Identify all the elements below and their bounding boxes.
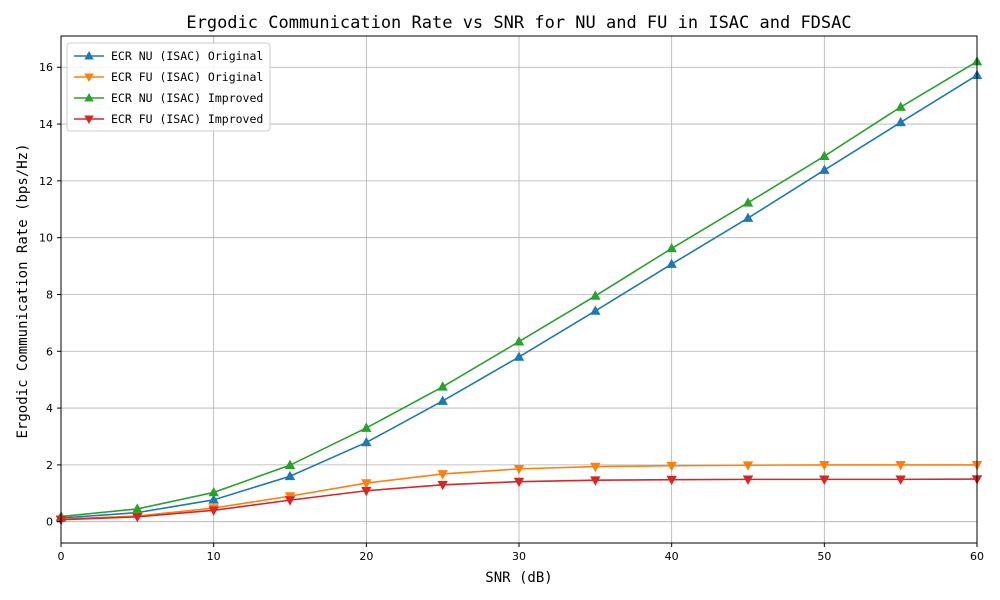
- x-tick-label: 30: [512, 550, 526, 563]
- data-point: [208, 494, 219, 504]
- data-point: [437, 381, 448, 391]
- x-tick-label: 0: [58, 550, 65, 563]
- axis-ticks: 0 10 20 30 40 50 60 0 2 4 6 8 10 12 14 16: [39, 61, 984, 563]
- data-point: [895, 475, 906, 485]
- data-point: [284, 459, 296, 470]
- data-point: [895, 101, 906, 111]
- data-point: [742, 475, 754, 485]
- data-point: [361, 479, 372, 489]
- data-point: [84, 51, 94, 60]
- y-tick-label: 12: [39, 175, 53, 188]
- data-point: [590, 476, 601, 486]
- data-point: [742, 212, 754, 222]
- data-point: [284, 496, 296, 506]
- y-tick-label: 8: [46, 288, 53, 301]
- data-point: [513, 477, 525, 488]
- x-tick-label: 20: [359, 550, 373, 563]
- data-point: [819, 150, 830, 160]
- data-point: [895, 461, 906, 471]
- grid: [60, 36, 978, 543]
- y-axis-label: Ergodic Communication Rate (bps/Hz): [15, 143, 31, 438]
- data-point: [208, 506, 219, 516]
- y-tick-label: 2: [46, 459, 53, 472]
- legend-label: ECR NU (ISAC) Improved: [111, 91, 263, 105]
- x-tick-label: 10: [207, 550, 221, 563]
- legend: ECR NU (ISAC) Original ECR FU (ISAC) Orig…: [66, 42, 271, 132]
- legend-label: ECR NU (ISAC) Original: [111, 49, 263, 63]
- x-tick-label: 40: [665, 550, 679, 563]
- legend-item: ECR FU (ISAC) Original: [74, 70, 263, 84]
- data-point: [590, 290, 601, 300]
- legend-item: ECR NU (ISAC) Improved: [74, 91, 263, 105]
- data-point: [895, 116, 906, 127]
- data-point: [132, 513, 143, 523]
- x-tick-label: 50: [817, 550, 831, 563]
- x-axis-label: SNR (dB): [485, 570, 552, 586]
- series-layer: [55, 56, 983, 526]
- data-point: [666, 461, 677, 472]
- data-point: [84, 73, 94, 82]
- data-point: [208, 486, 219, 497]
- legend-label: ECR FU (ISAC) Improved: [111, 112, 263, 126]
- data-point: [84, 115, 94, 124]
- y-tick-label: 4: [46, 402, 53, 415]
- data-point: [132, 503, 143, 513]
- data-point: [666, 258, 677, 268]
- data-point: [742, 197, 754, 207]
- data-point: [819, 164, 830, 174]
- data-point: [513, 351, 525, 361]
- data-point: [437, 470, 448, 480]
- legend-label: ECR FU (ISAC) Original: [111, 70, 263, 84]
- series-4: [55, 475, 983, 526]
- data-point: [590, 462, 601, 473]
- legend-box: [66, 42, 271, 132]
- data-point: [742, 461, 754, 471]
- y-tick-label: 6: [46, 345, 53, 358]
- data-point: [361, 436, 372, 447]
- legend-item: ECR NU (ISAC) Original: [74, 49, 263, 63]
- data-point: [819, 475, 830, 485]
- data-point: [284, 470, 296, 481]
- y-tick-label: 10: [39, 232, 53, 245]
- data-point: [361, 422, 372, 432]
- data-point: [361, 486, 372, 497]
- data-point: [819, 461, 830, 471]
- data-point: [437, 395, 448, 405]
- data-point: [437, 480, 448, 491]
- data-point: [513, 465, 525, 475]
- data-point: [513, 336, 525, 346]
- data-point: [666, 242, 677, 253]
- data-point: [666, 475, 677, 486]
- y-tick-label: 14: [39, 118, 53, 131]
- data-point: [590, 305, 601, 315]
- x-tick-label: 60: [970, 550, 984, 563]
- chart-title: Ergodic Communication Rate vs SNR for NU…: [186, 13, 851, 33]
- y-tick-label: 16: [39, 61, 53, 74]
- data-point: [84, 93, 94, 102]
- y-tick-label: 0: [46, 516, 53, 529]
- legend-item: ECR FU (ISAC) Improved: [74, 112, 263, 126]
